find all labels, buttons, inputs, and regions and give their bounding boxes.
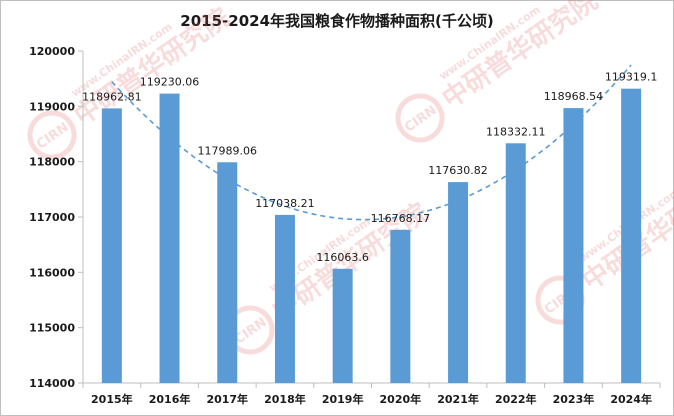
data-label: 117989.06	[198, 144, 258, 157]
data-label: 116063.6	[316, 251, 369, 264]
y-tick-label: 115000	[29, 322, 75, 335]
bar	[217, 162, 238, 383]
trendline-curve	[111, 64, 632, 221]
chart-title: 2015-2024年我国粮食作物播种面积(千公顷)	[180, 12, 494, 30]
x-tick-label: 2021年	[437, 392, 479, 406]
trendline	[111, 64, 632, 221]
x-tick-label: 2016年	[149, 392, 191, 406]
data-label: 119319.1	[605, 71, 658, 84]
data-label: 117038.21	[255, 197, 315, 210]
bars	[101, 88, 642, 384]
bar	[390, 229, 411, 383]
x-tick-label: 2020年	[380, 392, 422, 406]
y-tick-label: 116000	[29, 266, 75, 279]
axes: 114000 115000 116000 117000 118000 119000 1200…	[29, 45, 661, 406]
bar	[159, 93, 180, 384]
data-label: 118332.11	[486, 125, 546, 138]
y-tick-label: 120000	[29, 45, 75, 58]
y-tick-label: 119000	[29, 100, 75, 113]
x-tick-label: 2022年	[495, 392, 537, 406]
x-tick-label: 2023年	[553, 392, 595, 406]
bar	[563, 108, 584, 383]
x-tick-label: 2019年	[322, 392, 364, 406]
data-label: 119230.06	[140, 76, 200, 89]
data-label: 117630.82	[428, 164, 488, 177]
data-label: 116768.17	[371, 212, 431, 225]
watermark-logo-text: CIRN	[402, 103, 440, 136]
data-label: 118962.81	[82, 90, 142, 103]
watermark-logo-ring	[395, 93, 445, 143]
bar	[505, 143, 526, 383]
y-tick-label: 117000	[29, 211, 75, 224]
x-tick-label: 2017年	[206, 392, 248, 406]
bar	[332, 268, 353, 383]
y-tick-label: 118000	[29, 156, 75, 169]
x-tick-label: 2024年	[610, 392, 652, 406]
bar	[274, 214, 295, 383]
watermark-logo-ring	[27, 110, 77, 160]
watermark-logo-text: CIRN	[232, 315, 270, 348]
x-tick-label: 2018年	[264, 392, 306, 406]
x-tick-label: 2015年	[91, 392, 133, 406]
watermark-cn-text: 中研普华研究院	[69, 2, 236, 132]
y-tick-label: 114000	[29, 377, 75, 390]
bar	[621, 88, 642, 384]
bar	[101, 108, 122, 384]
watermark-logo-text: CIRN	[34, 120, 72, 153]
data-label: 118968.54	[544, 90, 604, 103]
bar	[448, 182, 469, 383]
